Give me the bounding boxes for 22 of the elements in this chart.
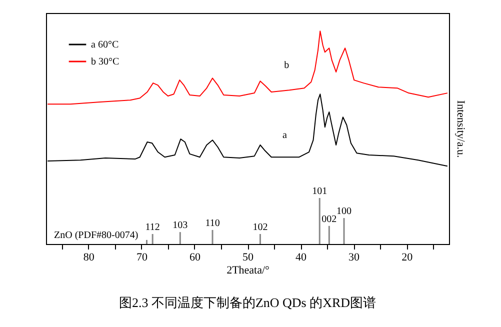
x-tick-label: 30 bbox=[348, 252, 360, 264]
annotation: b bbox=[284, 60, 290, 71]
x-tick-label: 20 bbox=[402, 252, 414, 264]
text: 图2.3 不同温度下制备的ZnO QDs 的XRD图谱 bbox=[118, 295, 376, 310]
x-tick-label: 80 bbox=[83, 252, 95, 264]
annotation: 002 bbox=[322, 214, 337, 225]
annotation: a bbox=[282, 130, 288, 142]
x-axis-title: 2Theata/° bbox=[226, 264, 270, 276]
legend-label: a 60°C bbox=[91, 40, 119, 50]
y-axis-title: Intensity/a.u. bbox=[454, 100, 466, 158]
x-tick-label: 60 bbox=[189, 252, 201, 264]
annotation: 100 bbox=[336, 206, 352, 218]
x-tick-label: 70 bbox=[136, 252, 148, 264]
annotation: 101 bbox=[312, 186, 328, 198]
annotation: 103 bbox=[172, 220, 188, 232]
annotation: 112 bbox=[145, 222, 160, 233]
x-tick-label: 40 bbox=[296, 252, 308, 264]
annotation: 110 bbox=[205, 218, 220, 229]
legend-label: b 30°C bbox=[91, 56, 120, 68]
annotation: 102 bbox=[252, 222, 268, 233]
annotation: ZnO (PDF#80-0074) bbox=[54, 230, 138, 241]
x-tick-label: 50 bbox=[242, 252, 254, 264]
